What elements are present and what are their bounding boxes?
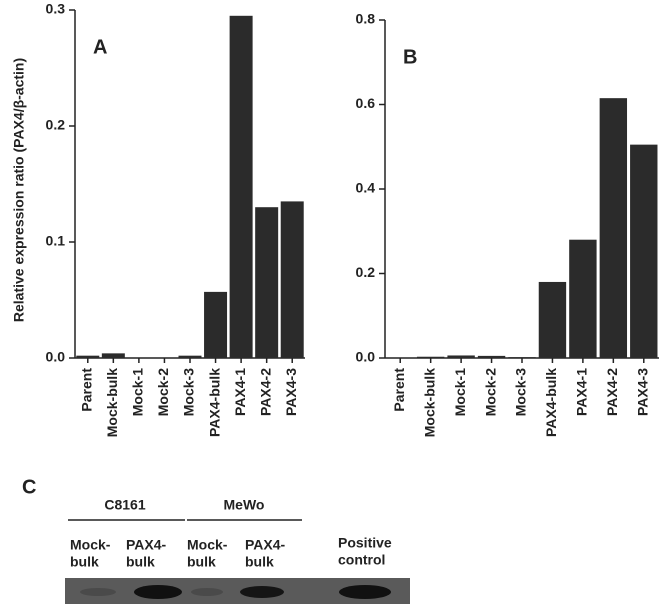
lane-label: Mock- — [70, 537, 111, 553]
panel-label: A — [93, 36, 107, 58]
x-tick-label: Mock-2 — [482, 368, 498, 416]
bar — [630, 145, 657, 358]
x-tick-label: PAX4-2 — [604, 368, 620, 416]
x-tick-label: Mock-bulk — [421, 368, 437, 437]
x-tick-label: PAX4-bulk — [543, 368, 559, 437]
panel-label: B — [403, 46, 417, 68]
lane-label: bulk — [70, 554, 99, 570]
x-tick-label: PAX4-2 — [257, 368, 273, 416]
bar — [255, 207, 278, 358]
lane-label: PAX4- — [126, 537, 167, 553]
y-tick-label: 0.4 — [356, 180, 376, 196]
y-tick-label: 0.0 — [356, 349, 376, 365]
bar — [417, 357, 444, 358]
blot-band — [339, 585, 391, 599]
bar — [281, 201, 304, 358]
x-tick-label: Parent — [391, 368, 407, 412]
group-label: MeWo — [224, 497, 265, 513]
x-tick-label: Mock-2 — [155, 368, 171, 416]
y-tick-label: 0.6 — [356, 95, 376, 111]
bar — [76, 356, 99, 358]
bar — [569, 240, 596, 358]
lane-label: bulk — [126, 554, 155, 570]
bar — [478, 356, 505, 358]
lane-label: PAX4- — [245, 537, 286, 553]
bar — [179, 356, 202, 358]
group-label: C8161 — [104, 497, 145, 513]
lane-label: control — [338, 552, 385, 568]
x-tick-label: Mock-3 — [513, 368, 529, 416]
x-tick-label: PAX4-3 — [634, 368, 650, 416]
x-tick-label: Parent — [78, 368, 94, 412]
x-tick-label: PAX4-bulk — [206, 368, 222, 437]
bar — [447, 355, 474, 358]
x-tick-label: Mock-3 — [181, 368, 197, 416]
y-axis-label: Relative expression ratio (PAX4/β-actin) — [11, 58, 27, 322]
lane-label: Mock- — [187, 537, 228, 553]
x-tick-label: Mock-bulk — [104, 368, 120, 437]
blot-band — [191, 588, 223, 596]
blot-band — [134, 585, 182, 599]
blot-band — [240, 586, 284, 598]
y-tick-label: 0.0 — [46, 349, 66, 365]
bar — [508, 357, 535, 358]
y-tick-label: 0.8 — [356, 11, 376, 27]
bar — [600, 98, 627, 358]
lane-label: bulk — [245, 554, 274, 570]
bar — [539, 282, 566, 358]
y-tick-label: 0.3 — [46, 1, 66, 17]
x-tick-label: Mock-1 — [130, 368, 146, 416]
x-tick-label: PAX4-1 — [232, 368, 248, 416]
x-tick-label: PAX4-1 — [574, 368, 590, 416]
lane-label: Positive — [338, 535, 392, 551]
lane-label: bulk — [187, 554, 216, 570]
y-tick-label: 0.1 — [46, 233, 66, 249]
figure: Relative expression ratio (PAX4/β-actin)… — [0, 0, 659, 604]
bar — [102, 353, 125, 358]
panel-label: C — [22, 476, 36, 498]
blot-band — [80, 588, 116, 596]
bar — [230, 16, 253, 358]
x-tick-label: Mock-1 — [452, 368, 468, 416]
x-tick-label: PAX4-3 — [283, 368, 299, 416]
y-tick-label: 0.2 — [46, 117, 66, 133]
y-tick-label: 0.2 — [356, 264, 376, 280]
bar — [204, 292, 227, 358]
